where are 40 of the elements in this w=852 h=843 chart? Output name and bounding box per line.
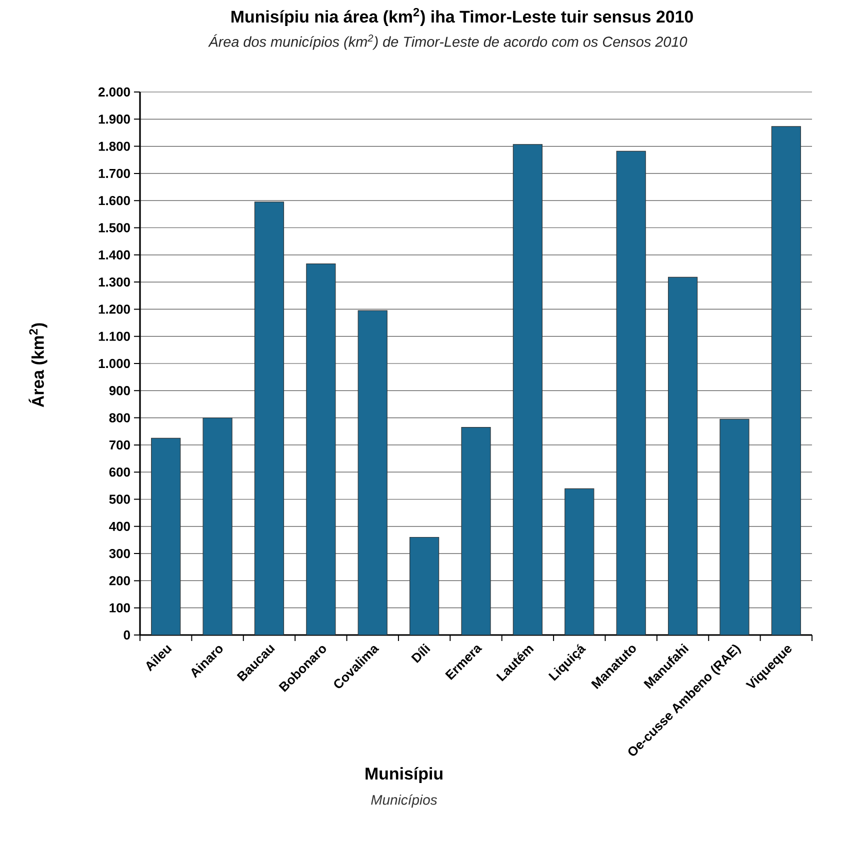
- y-tick-label: 1.100: [98, 332, 130, 341]
- y-tick-label: 600: [109, 468, 130, 477]
- y-tick-label: 800: [109, 413, 130, 422]
- bar: [358, 310, 388, 635]
- y-tick-label: 1.400: [98, 250, 130, 260]
- y-axis-title: Área (km$^{2}$): [28, 323, 48, 408]
- y-tick-label: 300: [109, 548, 130, 558]
- y-tick-label: 2.000: [98, 87, 130, 97]
- x-axis-title: Munisípiu: [366, 767, 442, 783]
- bar: [151, 438, 181, 635]
- bar: [512, 144, 542, 635]
- y-tick-label: 1.300: [98, 277, 130, 287]
- y-tick-label: 1.900: [98, 114, 130, 124]
- x-tick-label: Díli: [411, 643, 430, 664]
- bar: [202, 417, 232, 635]
- y-tick-label: 0: [124, 630, 130, 640]
- chart-subtitle: Área dos municípios (km$^{2}$) de Timor-Leste de acordo com os Censos 2010: [208, 34, 688, 50]
- y-tick-label: 500: [109, 494, 130, 504]
- bar: [410, 536, 440, 635]
- chart-title: Munisípiu nia área (km$^{2}$) iha Timor-Leste tuir sensus 2010: [232, 8, 693, 26]
- y-tick-label: 1.200: [98, 304, 130, 314]
- y-tick-label: 900: [109, 386, 130, 396]
- y-tick-label: 1.800: [98, 142, 130, 151]
- bar: [668, 276, 698, 635]
- bar: [461, 427, 491, 635]
- y-tick-label: 1.500: [98, 223, 130, 232]
- y-tick-label: 1.700: [98, 168, 130, 178]
- y-tick-label: 400: [109, 522, 130, 531]
- text: Municípios: [371, 794, 438, 808]
- y-tick-label: 1.600: [98, 196, 130, 206]
- y-tick-label: 100: [110, 603, 130, 612]
- bar: [306, 264, 336, 635]
- y-tick-label: 200: [109, 576, 130, 586]
- y-tick-label: 1.000: [98, 358, 130, 368]
- bar: [616, 150, 646, 635]
- bar: [564, 488, 594, 635]
- bar: [720, 418, 750, 635]
- bar: [771, 126, 801, 635]
- y-tick-label: 700: [109, 440, 130, 450]
- bar: [254, 202, 284, 635]
